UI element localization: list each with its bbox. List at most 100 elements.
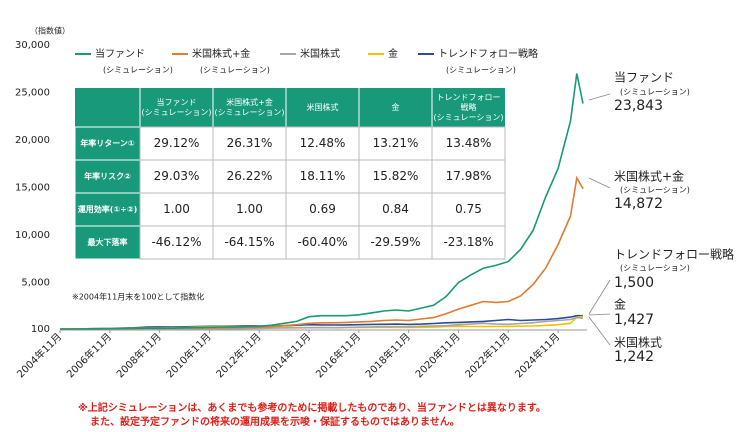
- table-cell: [212, 159, 287, 194]
- table-value: -29.59%: [370, 235, 420, 249]
- table-cell: [139, 159, 214, 194]
- table-header: (シミュレーション): [215, 108, 285, 117]
- note: ※2004年11月末を100として指数化: [72, 292, 204, 302]
- table-header: 戦略: [461, 102, 477, 112]
- table-cell: [285, 192, 360, 227]
- table-value: 13.21%: [373, 136, 419, 150]
- table-header: 金: [392, 102, 400, 112]
- row-label-bg: [74, 126, 141, 161]
- pointers: [588, 93, 611, 346]
- y-unit: （指数値）: [30, 26, 70, 36]
- row-label: 年率リターン①: [80, 138, 135, 148]
- y-tick-label: 10,000: [15, 230, 50, 241]
- y-tick-label: 30,000: [15, 40, 50, 51]
- legend-label: 金: [388, 47, 398, 60]
- table-header: 米国株式: [307, 102, 339, 112]
- table-value: 0.75: [455, 202, 482, 216]
- table-value: 15.82%: [373, 169, 419, 183]
- end-name: 米国株式+金: [614, 169, 684, 184]
- y-tick-label: 100: [31, 324, 50, 335]
- table-value: 0.69: [309, 202, 336, 216]
- row-label-bg: [74, 159, 141, 194]
- table-cell: [358, 225, 433, 260]
- table-header: (シミュレーション): [434, 113, 504, 122]
- table-cell: [358, 126, 433, 161]
- x-tick-label: 2016年11月: [313, 330, 363, 380]
- x-tick-label: 2014年11月: [263, 330, 313, 380]
- x-tick-label: 2004年11月: [14, 330, 64, 380]
- table-cell: [431, 225, 506, 260]
- table-value: -64.15%: [224, 235, 274, 249]
- end-value: 14,872: [614, 196, 663, 212]
- table-cell: [139, 225, 214, 260]
- legend-label: トレンドフォロー戦略: [438, 47, 538, 60]
- legend-note: (シミュレーション): [446, 66, 516, 75]
- table-cell: [431, 192, 506, 227]
- table-cell: [358, 159, 433, 194]
- end-note: (シミュレーション): [620, 186, 690, 195]
- table-value: 12.48%: [300, 136, 346, 150]
- row-label: 最大下落率: [88, 237, 128, 247]
- end-value: 23,843: [614, 98, 663, 114]
- table-header: 米国株式+金: [226, 97, 273, 107]
- table-cell: [212, 225, 287, 260]
- table-value: 18.11%: [300, 169, 346, 183]
- table-value: 26.22%: [227, 169, 273, 183]
- y-tick-label: 20,000: [15, 135, 50, 146]
- legend-note: (シミュレーション): [200, 66, 270, 75]
- table-header: 当ファンド: [157, 97, 197, 107]
- x-tick-label: 2018年11月: [363, 330, 413, 380]
- series-line: [60, 73, 584, 330]
- end-note: (シミュレーション): [620, 264, 690, 273]
- table-cell: [431, 159, 506, 194]
- end-name: 当ファンド: [614, 71, 674, 85]
- row-label-bg: [74, 225, 141, 260]
- table-value: 17.98%: [446, 169, 492, 183]
- table-value: 29.12%: [154, 136, 200, 150]
- end-name: トレンドフォロー戦略: [614, 247, 734, 262]
- table-value: 13.48%: [446, 136, 492, 150]
- end-name: 金: [614, 297, 626, 312]
- table-value: 29.03%: [154, 169, 200, 183]
- footnote: ※上記シミュレーションは、あくまでも参考のために掲載したものであり、当ファンドと…: [78, 401, 546, 414]
- legend-label: 米国株式+金: [192, 47, 250, 60]
- table-value: 1.00: [163, 202, 190, 216]
- table-cell: [212, 192, 287, 227]
- end-value: 1,242: [614, 349, 654, 365]
- table-header: トレンドフォロー: [437, 93, 501, 102]
- x-tick-label: 2012年11月: [213, 330, 263, 380]
- x-tick-label: 2010年11月: [163, 330, 213, 380]
- table-value: 26.31%: [227, 136, 273, 150]
- series-line: [59, 314, 583, 330]
- y-tick-label: 5,000: [21, 277, 50, 288]
- x-tick-label: 2020年11月: [412, 330, 462, 380]
- legend-note: (シミュレーション): [103, 66, 173, 75]
- end-name: 米国株式: [614, 335, 662, 350]
- table-value: -60.40%: [297, 235, 347, 249]
- table: 当ファンド(シミュレーション)米国株式+金(シミュレーション)米国株式 金トレンド…: [74, 88, 506, 260]
- table-value: -46.12%: [151, 235, 201, 249]
- end-note: (シミュレーション): [620, 88, 690, 97]
- table-cell: [285, 159, 360, 194]
- table-header: (シミュレーション): [142, 108, 212, 117]
- legend-label: 米国株式: [300, 47, 340, 60]
- end-value: 1,500: [614, 275, 654, 291]
- table-cell: [285, 126, 360, 161]
- y-tick-label: 25,000: [15, 87, 50, 98]
- table-value: -23.18%: [443, 235, 493, 249]
- y-tick-label: 15,000: [15, 182, 50, 193]
- table-cell: [358, 192, 433, 227]
- table-value: 0.84: [382, 202, 409, 216]
- row-label: 運用効率(①÷②): [78, 204, 138, 214]
- table-cell: [431, 126, 506, 161]
- row-label-bg: [74, 192, 141, 227]
- end-value: 1,427: [614, 312, 654, 328]
- x-tick-label: 2006年11月: [64, 330, 114, 380]
- footnote: また、設定予定ファンドの将来の運用成果を示唆・保証するものではありません。: [90, 415, 460, 428]
- table-cell: [212, 126, 287, 161]
- x-tick-label: 2024年11月: [512, 330, 562, 380]
- table-cell: [139, 192, 214, 227]
- legend-label: 当ファンド: [95, 47, 145, 60]
- row-label: 年率リスク②: [84, 171, 131, 181]
